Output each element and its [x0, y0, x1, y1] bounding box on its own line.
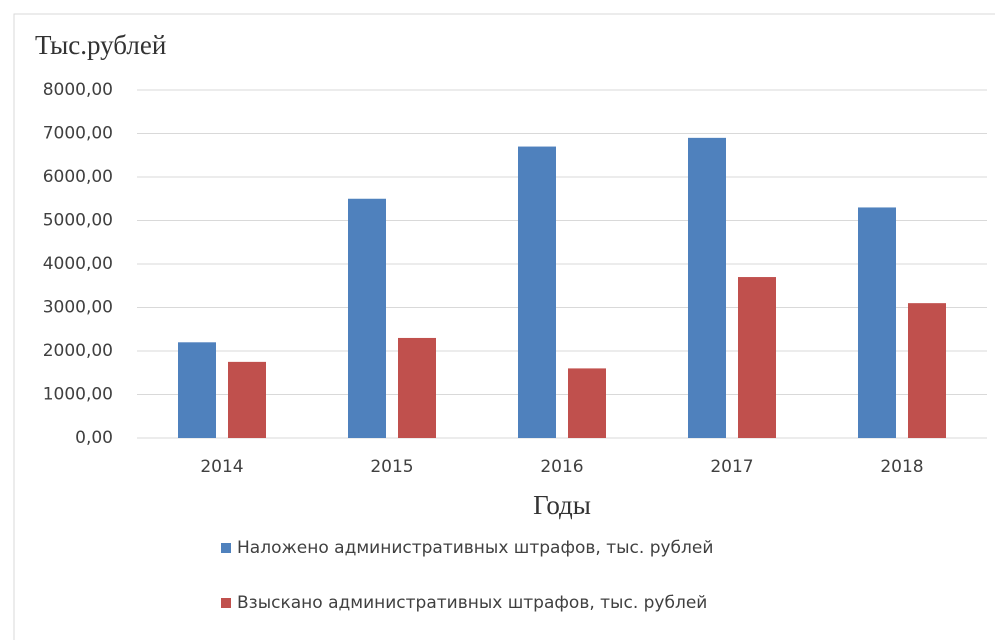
bar	[178, 342, 216, 438]
y-tick-label: 1000,00	[43, 385, 113, 405]
x-tick-label: 2014	[200, 457, 243, 477]
x-tick-label: 2016	[540, 457, 583, 477]
x-tick-label: 2015	[370, 457, 413, 477]
y-axis-label: Тыс.рублей	[35, 30, 166, 60]
x-tick-label: 2017	[710, 457, 753, 477]
bar	[738, 277, 776, 438]
legend-label: Наложено административных штрафов, тыс. …	[237, 538, 713, 558]
y-tick-label: 4000,00	[43, 254, 113, 274]
y-tick-label: 2000,00	[43, 341, 113, 361]
bar	[568, 368, 606, 438]
y-tick-label: 3000,00	[43, 298, 113, 318]
x-axis-label: Годы	[533, 490, 591, 520]
y-tick-label: 0,00	[75, 428, 113, 448]
bar	[228, 361, 266, 438]
y-tick-label: 5000,00	[43, 211, 113, 231]
chart-border	[13, 13, 995, 640]
y-tick-label: 7000,00	[43, 124, 113, 144]
x-tick-label: 2018	[880, 457, 923, 477]
bar	[858, 207, 896, 438]
bar	[688, 137, 726, 438]
legend-label: Взыскано административных штрафов, тыс. …	[237, 593, 707, 613]
bar	[908, 303, 946, 438]
y-tick-label: 8000,00	[43, 80, 113, 100]
legend-swatch	[221, 598, 231, 608]
bar	[518, 146, 556, 439]
legend-swatch	[221, 543, 231, 553]
bar	[398, 337, 436, 438]
bar	[348, 198, 386, 438]
y-tick-label: 6000,00	[43, 167, 113, 187]
